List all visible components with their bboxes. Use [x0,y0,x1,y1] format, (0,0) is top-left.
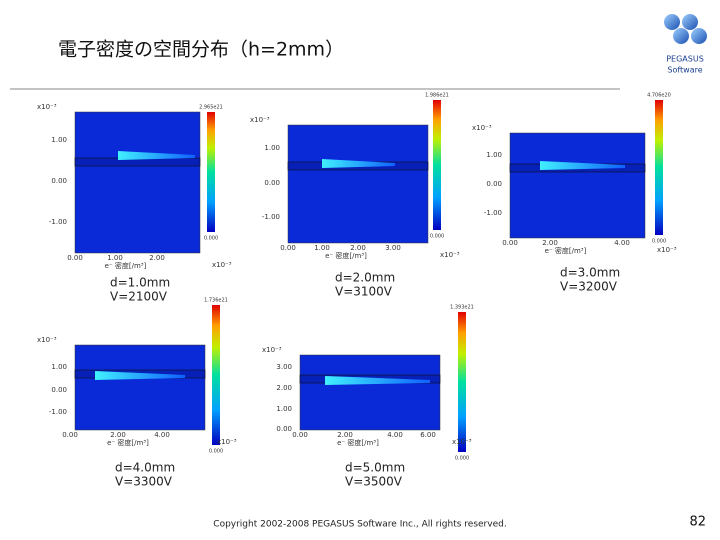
x-exponent: x10⁻³ [657,246,677,254]
x-tick-label: 3.00 [385,244,401,252]
y-tick-label: 0.00 [51,177,67,185]
x-tick-label: 0.00 [67,254,83,262]
slide-title: 電子密度の空間分布（h=2mm） [58,39,344,61]
plasma-streak [322,159,395,168]
y-tick-label: -1.00 [49,408,67,416]
plasma-streak [325,376,430,385]
y-tick-label: -1.00 [262,213,280,221]
x-exponent: x10⁻³ [212,261,232,269]
x-tick-label: 1.00 [107,254,123,262]
x-tick-label: 2.00 [337,431,353,439]
y-tick-label: 1.00 [276,405,292,413]
y-exponent: x10⁻³ [37,336,57,344]
y-tick-label: 0.00 [486,180,502,188]
y-tick-label: 2.00 [276,384,292,392]
caption-line: d=1.0mm [110,276,170,290]
plot-area [74,111,201,254]
y-tick-label: 0.00 [51,386,67,394]
x-tick-label: 0.00 [62,431,78,439]
colorbar-max: 4.706e20 [647,93,671,99]
colorbar-min: 0.000 [430,234,444,240]
x-exponent: x10⁻³ [452,438,472,446]
logo-sub: Software [667,66,702,75]
y-exponent: x10⁻³ [262,346,282,354]
y-tick-label: 3.00 [276,363,292,371]
page-number: 82 [689,515,706,530]
plasma-streak [95,371,185,380]
plasma-streak [118,151,195,160]
colorbar-min: 0.000 [204,236,218,242]
y-tick-label: 1.00 [51,363,67,371]
colorbar-min: 0.000 [455,456,469,462]
x-exponent: x10⁻³ [440,251,460,259]
colorbar-max: 1.736e21 [204,298,228,304]
caption-line: V=3500V [345,475,403,489]
y-tick-label: 1.00 [51,136,67,144]
logo-name: PEGASUS [666,55,704,64]
caption-line: d=2.0mm [335,271,395,285]
x-tick-label: 2.00 [149,254,165,262]
x-tick-label: 6.00 [420,431,436,439]
y-exponent: x10⁻³ [250,116,270,124]
y-exponent: x10⁻³ [472,124,492,132]
y-tick-label: -1.00 [49,218,67,226]
plot-area [299,354,441,431]
caption-line: d=3.0mm [560,266,620,280]
x-tick-label: 4.00 [154,431,170,439]
colorbar [655,100,663,235]
sim-panel: 1.393e21 0.000 x10⁻³ x10⁻³ e⁻ 密度[/m³] 3.00 2.0… [262,305,474,489]
plasma-streak [540,161,625,170]
x-tick-label: 4.00 [614,239,630,247]
x-tick-label: 4.00 [387,431,403,439]
colorbar [458,312,466,452]
x-tick-label: 0.00 [280,244,296,252]
x-tick-label: 0.00 [502,239,518,247]
y-tick-label: 0.00 [264,179,280,187]
colorbar-min: 0.000 [209,449,223,455]
y-tick-label: 1.00 [486,151,502,159]
y-tick-label: 1.00 [264,144,280,152]
y-tick-label: 0.00 [276,425,292,433]
colorbar-max: 1.986e21 [425,93,449,99]
x-axis-label: e⁻ 密度[/m³] [325,251,367,260]
caption-line: d=4.0mm [115,461,175,475]
x-tick-label: 0.00 [292,431,308,439]
caption-line: V=3100V [335,285,393,299]
colorbar [212,305,220,445]
colorbar [207,112,215,232]
x-exponent: x10⁻³ [217,438,237,446]
x-tick-label: 2.00 [542,239,558,247]
x-axis-label: e⁻ 密度[/m³] [337,438,379,447]
plot-area [74,344,206,431]
caption-line: V=2100V [110,290,168,304]
x-tick-label: 1.00 [314,244,330,252]
sim-panel: 1.736e21 0.000 x10⁻³ x10⁻³ e⁻ 密度[/m³] 1.00 0.0… [37,298,237,489]
plot-area [287,124,429,244]
y-exponent: x10⁻³ [37,103,57,111]
colorbar [433,100,441,230]
colorbar-max: 2.965e21 [199,105,223,111]
colorbar-max: 1.393e21 [450,305,474,311]
x-tick-label: 2.00 [350,244,366,252]
caption-line: d=5.0mm [345,461,405,475]
caption-line: V=3300V [115,475,173,489]
x-axis-label: e⁻ 密度[/m³] [545,246,587,255]
caption-line: V=3200V [560,280,618,294]
plot-area [509,132,646,239]
x-axis-label: e⁻ 密度[/m³] [105,261,147,270]
y-tick-label: -1.00 [484,209,502,217]
x-tick-label: 2.00 [110,431,126,439]
x-axis-label: e⁻ 密度[/m³] [107,438,149,447]
copyright: Copyright 2002-2008 PEGASUS Software Inc… [213,520,506,530]
logo: PEGASUS Software [664,14,707,75]
colorbar-min: 0.000 [652,239,666,245]
